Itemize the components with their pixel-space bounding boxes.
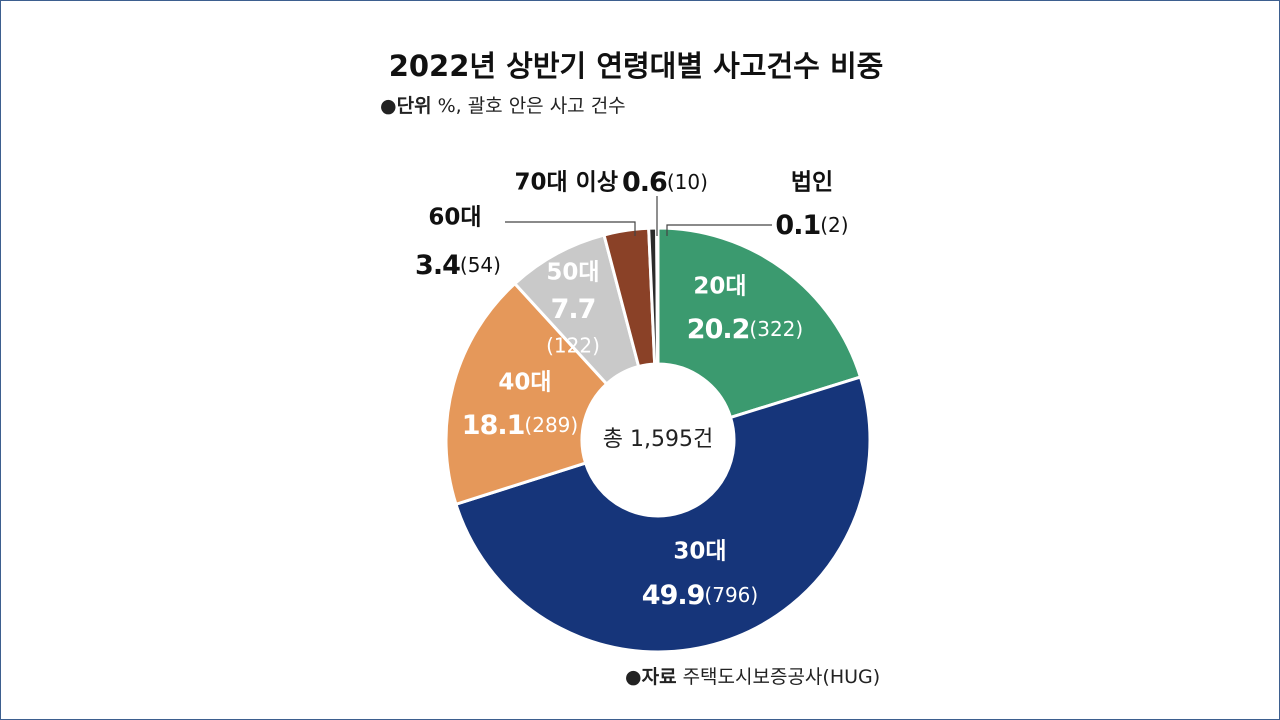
source-text: 주택도시보증공사(HUG) <box>683 666 881 688</box>
percent-value: 0.6 <box>622 167 667 198</box>
unit-label: 단위 <box>397 95 432 117</box>
category-label: 60대 <box>428 205 481 231</box>
bullet: ● <box>380 95 397 117</box>
leader-line <box>505 221 636 236</box>
value-label: 0.6(10) <box>622 167 708 198</box>
value-label: 7.7 <box>551 294 596 325</box>
unit-text: %, 괄호 안은 사고 건수 <box>438 95 626 117</box>
category-label: 30대 <box>673 539 726 565</box>
count-label: (2) <box>820 213 848 237</box>
slice <box>655 226 660 366</box>
value-label: 18.1(289) <box>462 410 578 441</box>
value-label: 3.4(54) <box>415 250 501 281</box>
percent-value: 18.1 <box>462 410 525 441</box>
count-label: (122) <box>546 334 600 358</box>
value-label: 20.2(322) <box>687 314 803 345</box>
value-label: 49.9(796) <box>642 580 758 611</box>
source-label: 자료 <box>642 666 677 688</box>
count-label: (54) <box>460 253 501 277</box>
percent-value: 20.2 <box>687 314 750 345</box>
category-label: 50대 <box>546 260 599 286</box>
percent-value: 49.9 <box>642 580 705 611</box>
source-note: ●자료 주택도시보증공사(HUG) <box>625 666 880 688</box>
value-label: 0.1(2) <box>775 210 848 241</box>
percent-value: 0.1 <box>775 210 820 241</box>
percent-value: 3.4 <box>415 250 460 281</box>
unit-note: ●단위 %, 괄호 안은 사고 건수 <box>380 95 626 117</box>
total-label: 총 1,595건 <box>603 427 713 452</box>
category-label: 40대 <box>498 370 551 396</box>
donut-hole <box>582 364 734 516</box>
bullet: ● <box>625 666 642 688</box>
category-label: 20대 <box>693 274 746 300</box>
count-label: (289) <box>524 413 578 437</box>
category-label: 법인 <box>791 170 833 196</box>
chart-title: 2022년 상반기 연령대별 사고건수 비중 <box>389 49 884 83</box>
category-label: 70대 이상 <box>515 170 619 196</box>
count-label: (796) <box>704 583 758 607</box>
slices <box>444 226 872 654</box>
count-label: (10) <box>667 170 708 194</box>
percent-value: 7.7 <box>551 294 596 325</box>
leader-line <box>666 224 772 236</box>
count-label: (322) <box>749 317 803 341</box>
